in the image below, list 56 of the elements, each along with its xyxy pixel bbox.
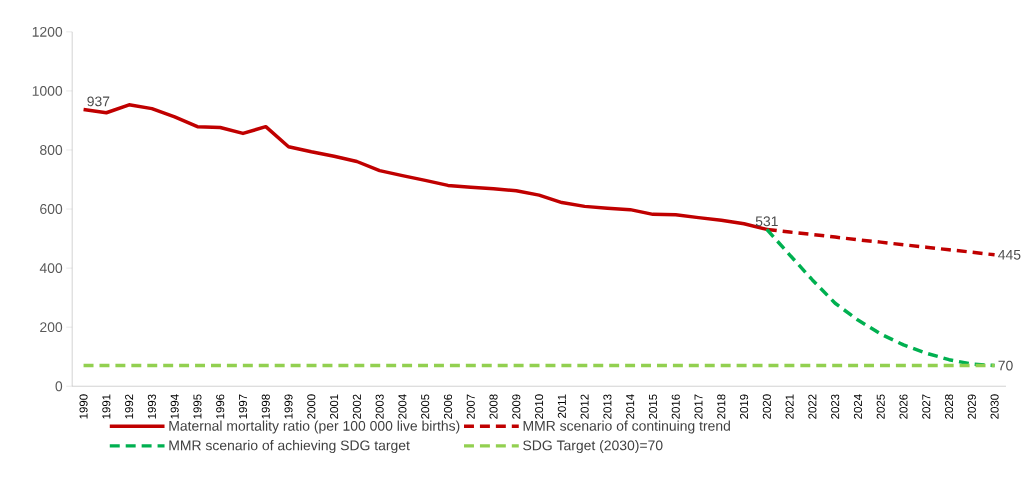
x-tick-label: 2018 <box>717 394 726 419</box>
y-tick-label: 0 <box>55 381 63 392</box>
annotation: 937 <box>87 96 110 107</box>
x-tick-label: 2014 <box>626 394 635 419</box>
x-tick-label: 2004 <box>398 394 407 419</box>
x-tick-label: 2002 <box>352 394 361 419</box>
annotation: 445 <box>998 250 1021 260</box>
x-tick-label: 1996 <box>216 394 225 419</box>
x-tick-label: 2026 <box>899 394 908 419</box>
x-tick-label: 2020 <box>762 394 771 419</box>
x-tick-label: 1995 <box>193 394 202 419</box>
x-tick-label: 1998 <box>261 394 270 419</box>
annotation: 531 <box>755 216 778 227</box>
annotation: 70 <box>998 360 1013 371</box>
x-tick-label: 1993 <box>147 394 156 419</box>
legend-label: MMR scenario of achieving SDG target <box>169 440 410 454</box>
x-tick-label: 1994 <box>170 394 179 419</box>
x-tick-label: 2015 <box>648 394 658 419</box>
y-tick-label: 400 <box>39 263 63 274</box>
x-tick-label: 2030 <box>990 394 999 419</box>
x-tick-label: 2028 <box>944 394 954 419</box>
x-tick-label: 1990 <box>79 394 88 419</box>
y-tick-label: 1200 <box>32 27 63 37</box>
x-tick-label: 1992 <box>125 394 134 419</box>
x-tick-label: 2011 <box>557 394 566 419</box>
x-tick-label: 2008 <box>489 394 498 419</box>
x-tick-label: 2003 <box>375 394 384 419</box>
x-tick-label: 2013 <box>603 394 612 419</box>
y-tick-label: 800 <box>40 145 63 156</box>
x-tick-label: 2025 <box>876 394 885 419</box>
x-tick-label: 2007 <box>466 394 475 419</box>
x-tick-label: 1991 <box>102 394 111 419</box>
x-tick-label: 1997 <box>238 394 248 419</box>
x-tick-label: 2021 <box>785 394 794 419</box>
y-tick-label: 600 <box>40 204 63 215</box>
legend-label: Maternal mortality ratio (per 100 000 live births) <box>169 420 460 434</box>
x-tick-label: 2010 <box>535 394 544 419</box>
legend-label: MMR scenario of continuing trend <box>523 420 730 434</box>
x-tick-label: 2019 <box>740 394 749 419</box>
x-tick-label: 2006 <box>443 394 453 419</box>
x-tick-label: 2000 <box>307 394 316 419</box>
x-tick-label: 2022 <box>808 394 817 419</box>
x-tick-label: 2009 <box>512 394 521 419</box>
legend-label: SDG Target (2030)=70 <box>523 440 663 454</box>
x-tick-label: 2016 <box>671 394 680 419</box>
x-tick-label: 2029 <box>967 394 976 419</box>
x-tick-label: 2023 <box>831 394 840 419</box>
x-tick-label: 2005 <box>421 394 430 419</box>
x-tick-label: 2012 <box>580 394 589 419</box>
x-tick-label: 2017 <box>694 394 703 419</box>
x-tick-label: 1999 <box>284 394 293 419</box>
x-tick-label: 2027 <box>922 394 931 419</box>
x-tick-label: 2001 <box>330 394 339 419</box>
y-tick-label: 1000 <box>32 86 63 96</box>
y-tick-label: 200 <box>40 322 63 333</box>
x-tick-label: 2024 <box>853 394 862 419</box>
